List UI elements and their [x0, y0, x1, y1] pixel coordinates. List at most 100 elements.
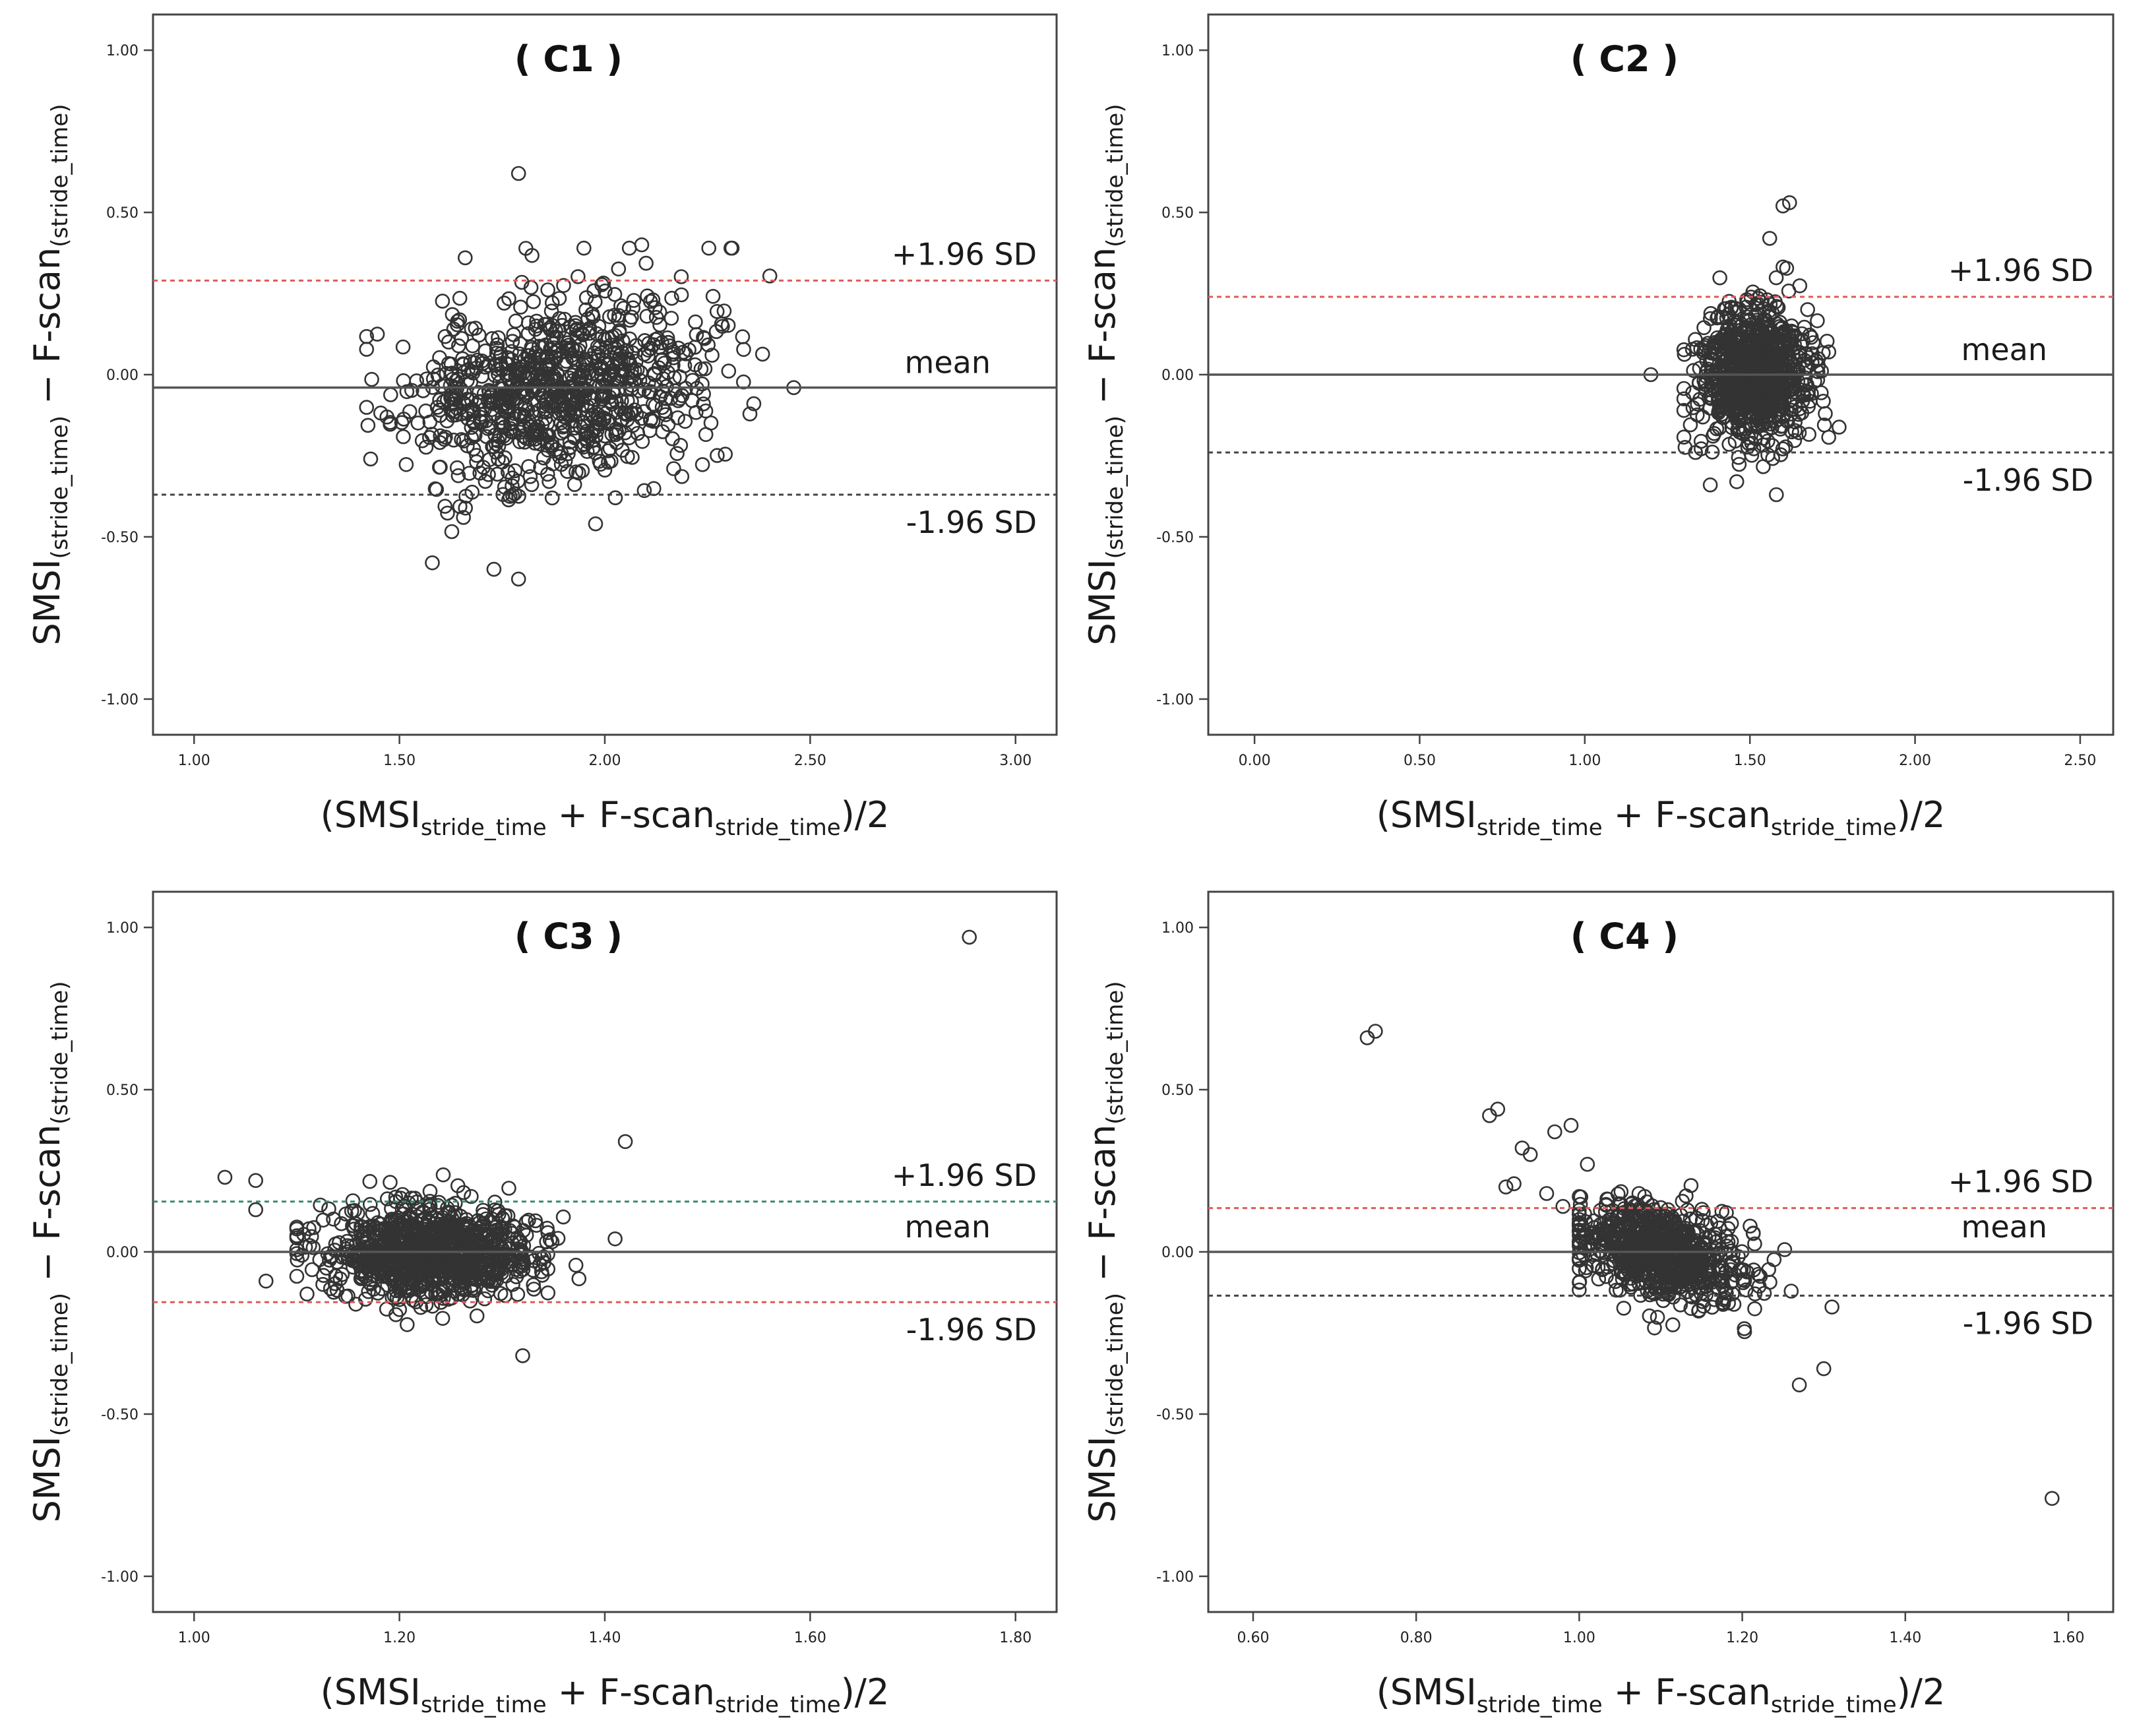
data-point	[697, 361, 713, 377]
data-point	[501, 366, 517, 382]
data-point	[538, 348, 553, 364]
data-point	[1714, 363, 1729, 379]
data-point	[1746, 378, 1762, 394]
data-point	[528, 1213, 543, 1229]
data-point	[1744, 435, 1760, 451]
y-axis-label-subscript: (stride_time)	[1102, 416, 1128, 559]
y-tick-label: 0.50	[106, 205, 139, 222]
data-point	[540, 1225, 555, 1241]
data-point	[452, 290, 468, 306]
data-point	[1752, 361, 1767, 377]
data-point	[1547, 1124, 1562, 1140]
data-point	[1785, 325, 1801, 340]
data-point	[517, 435, 532, 450]
data-point	[326, 1212, 341, 1227]
data-point	[433, 1264, 448, 1279]
data-point	[645, 414, 661, 429]
data-point	[1775, 381, 1790, 396]
data-point	[1572, 1196, 1588, 1212]
data-point	[666, 461, 681, 476]
data-point	[1762, 231, 1777, 246]
data-point	[505, 1277, 520, 1292]
data-point	[1587, 1220, 1602, 1235]
x-tick-label: 0.00	[1239, 753, 1271, 769]
data-point	[1819, 333, 1835, 349]
data-point	[1590, 1226, 1605, 1242]
data-point	[1731, 399, 1747, 415]
x-axis-label-subscript: stride_time	[421, 1692, 547, 1718]
data-point	[639, 309, 655, 324]
data-point	[416, 1266, 431, 1282]
data-point	[403, 1211, 419, 1227]
mean-label: mean	[905, 1209, 991, 1245]
data-point	[1609, 1282, 1624, 1298]
data-point	[217, 1169, 233, 1185]
data-point	[1810, 313, 1825, 328]
data-point	[1721, 333, 1737, 349]
data-point	[410, 1209, 425, 1224]
data-point	[1616, 1301, 1632, 1316]
x-axis-label-subscript: stride_time	[1771, 1692, 1897, 1718]
data-point	[1712, 400, 1727, 416]
data-point	[435, 1311, 450, 1326]
data-point	[1729, 350, 1745, 366]
data-point	[399, 1317, 415, 1332]
data-point	[536, 398, 551, 414]
data-point	[670, 410, 685, 425]
data-point	[1613, 1264, 1629, 1280]
y-axis-label-part: − F-scan	[26, 1125, 68, 1293]
data-point	[1623, 1280, 1638, 1295]
data-point	[1684, 1280, 1700, 1295]
data-point	[1555, 1198, 1570, 1214]
x-axis-label-part: + F-scan	[1603, 794, 1771, 836]
data-point	[443, 356, 459, 372]
data-point	[619, 412, 635, 427]
data-point	[701, 240, 716, 256]
data-point	[1752, 1268, 1768, 1284]
data-point	[607, 340, 623, 356]
data-point	[421, 1232, 437, 1248]
data-point	[1684, 1262, 1700, 1278]
data-point	[1717, 1290, 1733, 1306]
data-point	[562, 434, 578, 450]
x-axis-label-subscript: stride_time	[715, 1692, 841, 1718]
data-point	[487, 427, 503, 443]
data-point	[1731, 301, 1747, 317]
data-point	[338, 1206, 354, 1222]
lower-loa-label: -1.96 SD	[1963, 462, 2093, 498]
data-point	[622, 313, 638, 328]
data-point	[501, 1181, 516, 1196]
data-point	[357, 1291, 373, 1307]
y-axis-label: SMSI(stride_time) − F-scan(stride_time)	[26, 981, 73, 1523]
data-point	[1766, 394, 1781, 410]
data-point	[556, 278, 571, 294]
data-point	[540, 1261, 556, 1277]
data-point	[588, 516, 603, 532]
data-point	[1591, 1271, 1607, 1287]
data-point	[1677, 346, 1692, 362]
data-point	[507, 1220, 522, 1235]
data-point	[553, 415, 569, 431]
y-tick-label: 0.50	[1161, 205, 1194, 222]
data-point	[629, 338, 644, 354]
data-point	[1616, 1204, 1632, 1220]
x-tick-label: 1.00	[178, 1630, 210, 1646]
data-point	[395, 339, 411, 355]
data-point	[1764, 420, 1779, 435]
data-point	[584, 306, 600, 322]
data-point	[1702, 477, 1718, 493]
data-point	[673, 287, 689, 303]
data-point	[489, 340, 505, 356]
lower-loa-label: -1.96 SD	[1963, 1305, 2093, 1341]
upper-loa-label: +1.96 SD	[1948, 1164, 2093, 1200]
panel-title: ( C4 )	[1570, 915, 1679, 957]
y-axis-label-subscript: (stride_time)	[1102, 104, 1128, 247]
data-point	[735, 329, 751, 344]
data-point	[481, 1226, 497, 1242]
data-point	[435, 1230, 451, 1246]
data-point	[1794, 326, 1810, 342]
data-point	[664, 311, 679, 326]
data-point	[495, 415, 510, 431]
data-point	[450, 313, 466, 329]
data-point	[1660, 1202, 1676, 1218]
